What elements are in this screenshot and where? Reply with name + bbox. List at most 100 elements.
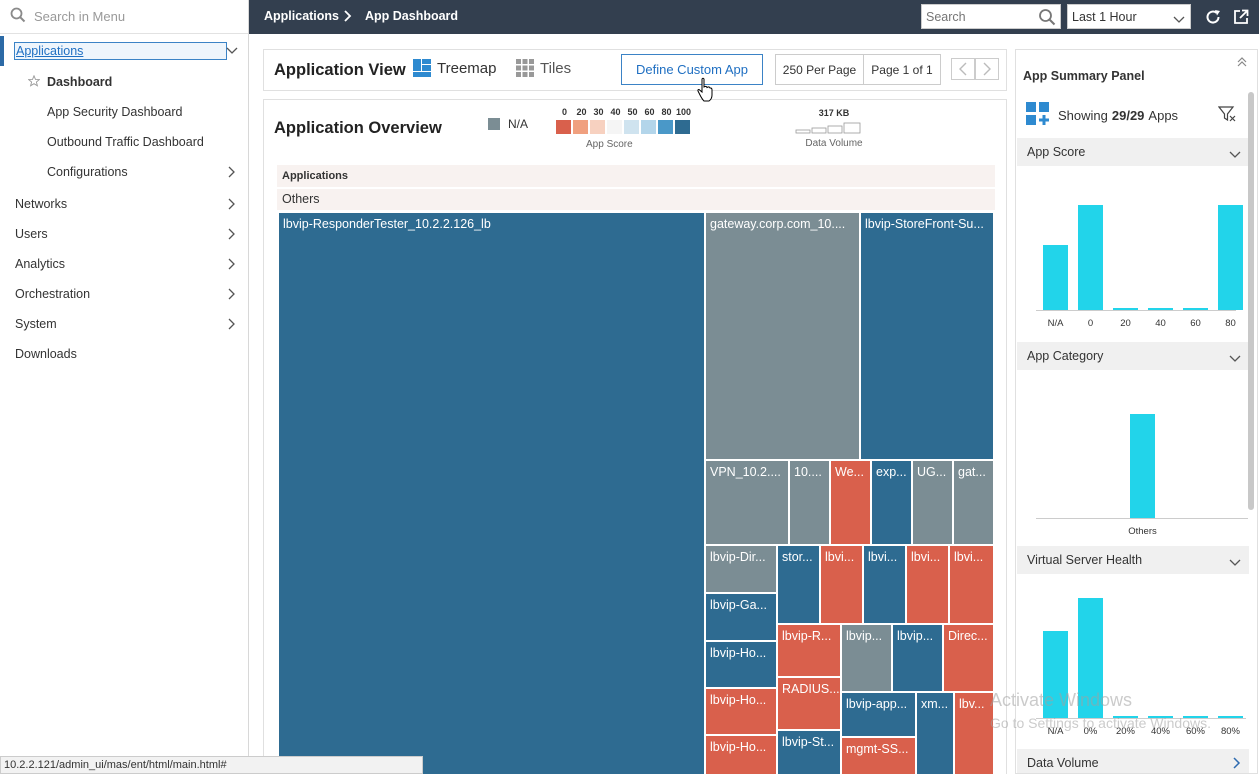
treemap-cell[interactable]: stor...: [777, 545, 820, 624]
sidebar-item-dashboard-label[interactable]: Dashboard: [47, 75, 113, 89]
sidebar-item-app-security-label[interactable]: App Security Dashboard: [47, 105, 183, 119]
sidebar-item-outbound-label[interactable]: Outbound Traffic Dashboard: [47, 135, 204, 149]
define-custom-app-button[interactable]: Define Custom App: [621, 54, 763, 85]
sidebar-item-analytics-label[interactable]: Analytics: [15, 257, 66, 271]
treemap-cell[interactable]: lbvi...: [820, 545, 863, 624]
sidebar-item-system-label[interactable]: System: [15, 317, 57, 331]
sidebar-item-dashboard[interactable]: Dashboard: [0, 67, 248, 97]
sidebar-item-downloads[interactable]: Downloads: [0, 339, 248, 369]
treemap-cell[interactable]: lbvip-R...: [777, 624, 841, 677]
treemap-cell[interactable]: lbvip-Dir...: [705, 545, 777, 593]
chevron-down-icon[interactable]: [1229, 148, 1241, 162]
top-search[interactable]: [921, 4, 1061, 29]
refresh-icon[interactable]: [1204, 8, 1222, 29]
time-range-select[interactable]: Last 1 Hour: [1067, 4, 1191, 29]
sidebar-item-users[interactable]: Users: [0, 219, 248, 249]
treemap-cell[interactable]: 10....: [789, 460, 830, 545]
chevron-down-icon[interactable]: [1229, 556, 1241, 570]
menu-search[interactable]: Search in Menu: [0, 0, 248, 34]
search-icon[interactable]: [1038, 8, 1056, 29]
treemap-cell[interactable]: lbvip-Ho...: [705, 735, 777, 774]
treemap-cell[interactable]: lbvip-Ga...: [705, 593, 777, 641]
chart-bar[interactable]: [1148, 308, 1173, 310]
section-vsh-label[interactable]: Virtual Server Health: [1027, 553, 1143, 567]
sidebar-item-applications-label[interactable]: Applications: [16, 44, 84, 58]
treemap-cell[interactable]: We...: [830, 460, 871, 545]
chevron-right-icon[interactable]: [228, 288, 236, 303]
treemap-cell[interactable]: VPN_10.2....: [705, 460, 789, 545]
chevron-down-icon[interactable]: [1229, 352, 1241, 366]
treemap-cell[interactable]: Direc...: [943, 624, 994, 692]
prev-page-button[interactable]: [951, 58, 975, 80]
section-app-score-label[interactable]: App Score: [1027, 145, 1086, 159]
sidebar-item-app-security-dashboard[interactable]: App Security Dashboard: [0, 97, 248, 127]
chevron-right-icon[interactable]: [1233, 757, 1241, 772]
chart-bar[interactable]: [1183, 308, 1208, 310]
treemap-cell[interactable]: lbvi...: [949, 545, 994, 624]
section-data-volume-label[interactable]: Data Volume: [1027, 756, 1099, 770]
treemap-cell[interactable]: lbvip-Ho...: [705, 641, 777, 688]
sidebar-item-users-label[interactable]: Users: [15, 227, 48, 241]
section-data-volume[interactable]: Data Volume: [1017, 749, 1249, 773]
collapse-up-icon[interactable]: [1236, 56, 1248, 71]
chart-bar[interactable]: [1043, 631, 1068, 718]
chart-bar[interactable]: [1043, 245, 1068, 310]
treemap-cell[interactable]: lbv...: [954, 692, 994, 774]
summary-scrollbar[interactable]: [1248, 92, 1254, 510]
section-virtual-server-health[interactable]: Virtual Server Health: [1017, 546, 1249, 574]
chart-bar[interactable]: [1183, 716, 1208, 718]
chevron-right-icon[interactable]: [228, 198, 236, 213]
chart-bar[interactable]: [1113, 716, 1138, 718]
chart-bar[interactable]: [1218, 716, 1243, 718]
tab-treemap[interactable]: Treemap: [413, 59, 496, 77]
chart-bar[interactable]: [1148, 716, 1173, 718]
sidebar-item-outbound-traffic[interactable]: Outbound Traffic Dashboard: [0, 127, 248, 157]
sidebar-item-system[interactable]: System: [0, 309, 248, 339]
treemap-cell[interactable]: lbvip-St...: [777, 730, 841, 774]
chart-bar[interactable]: [1078, 205, 1103, 310]
top-search-input[interactable]: [922, 5, 1032, 28]
treemap-cell[interactable]: xm...: [916, 692, 954, 774]
sidebar-item-networks-label[interactable]: Networks: [15, 197, 68, 211]
tab-treemap-label[interactable]: Treemap: [437, 59, 497, 77]
chevron-down-icon[interactable]: [1173, 13, 1185, 27]
chart-bar[interactable]: [1078, 598, 1103, 718]
treemap-cell[interactable]: gateway.corp.com_10....: [705, 212, 860, 460]
sidebar-item-orchestration-label[interactable]: Orchestration: [15, 287, 91, 301]
chart-bar[interactable]: [1113, 308, 1138, 310]
menu-search-placeholder[interactable]: Search in Menu: [34, 9, 126, 24]
chevron-right-icon[interactable]: [228, 228, 236, 243]
sidebar-item-orchestration[interactable]: Orchestration: [0, 279, 248, 309]
chevron-right-icon[interactable]: [228, 318, 236, 333]
chevron-right-icon[interactable]: [228, 258, 236, 273]
sidebar-item-downloads-label[interactable]: Downloads: [15, 347, 77, 361]
sidebar-item-applications[interactable]: Applications: [0, 36, 248, 66]
sidebar-item-configurations-label[interactable]: Configurations: [47, 165, 128, 179]
treemap-cell[interactable]: lbvip-ResponderTester_10.2.2.126_lb: [278, 212, 705, 774]
chevron-right-icon[interactable]: [228, 166, 236, 181]
sidebar-item-networks[interactable]: Networks: [0, 189, 248, 219]
treemap-cell[interactable]: lbvip-app...: [841, 692, 916, 737]
time-range-value[interactable]: Last 1 Hour: [1072, 10, 1137, 24]
treemap-cell[interactable]: lbvi...: [906, 545, 949, 624]
treemap-others-header[interactable]: Others: [277, 189, 995, 210]
treemap-cell[interactable]: mgmt-SS...: [841, 737, 916, 774]
chevron-down-icon[interactable]: [226, 44, 238, 58]
filter-icon[interactable]: [1217, 106, 1236, 125]
breadcrumb-applications[interactable]: Applications: [264, 9, 340, 23]
treemap-cell[interactable]: lbvip-StoreFront-Su...: [860, 212, 994, 460]
treemap-cell[interactable]: lbvip...: [892, 624, 943, 692]
star-icon[interactable]: [27, 74, 41, 90]
tab-tiles[interactable]: Tiles: [516, 59, 571, 77]
sidebar-item-analytics[interactable]: Analytics: [0, 249, 248, 279]
section-app-score[interactable]: App Score: [1017, 138, 1249, 166]
chart-bar[interactable]: [1130, 414, 1155, 518]
treemap-cell[interactable]: exp...: [871, 460, 912, 545]
treemap-cell[interactable]: lbvi...: [863, 545, 906, 624]
treemap-cell[interactable]: RADIUS...: [777, 677, 841, 730]
chart-bar[interactable]: [1218, 205, 1243, 310]
treemap-cell[interactable]: lbvip-Ho...: [705, 688, 777, 735]
section-app-category[interactable]: App Category: [1017, 342, 1249, 370]
per-page-select[interactable]: 250 Per Page: [775, 54, 864, 85]
next-page-button[interactable]: [975, 58, 999, 80]
